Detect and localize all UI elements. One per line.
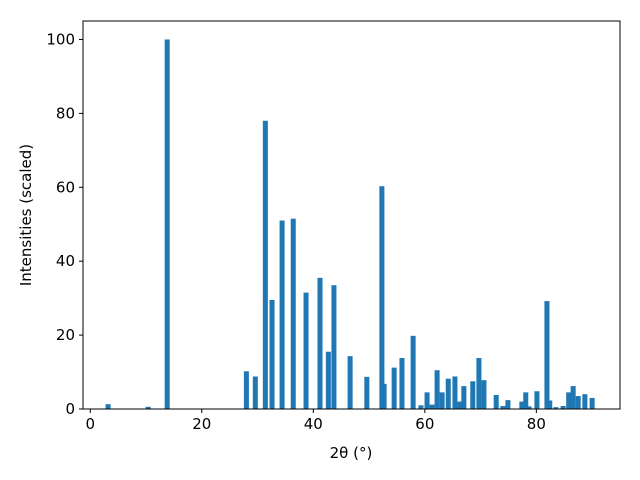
bar [589,397,595,409]
bar [317,277,323,409]
x-tick-label: 80 [527,415,546,433]
bar [560,406,566,409]
bar [290,218,296,409]
bar [424,392,430,409]
bar [325,351,331,409]
bar [243,371,249,409]
bar [493,394,499,409]
y-tick-label: 100 [46,30,75,48]
bar [279,220,285,409]
bar [452,376,458,409]
y-axis-label: Intensities (scaled) [17,144,35,286]
bar [164,39,170,409]
bar [262,120,268,410]
y-tick-label: 0 [65,400,75,418]
plot-frame [82,20,621,410]
bar [575,396,581,409]
bar [439,392,445,409]
x-tick-label: 60 [415,415,434,433]
bar [553,407,559,409]
bar [303,292,309,409]
bar [476,358,482,409]
bar [500,406,506,409]
bar [523,392,529,409]
bar [347,356,353,409]
bar [331,285,337,409]
bar [434,370,440,409]
bar [379,186,385,409]
bar [445,378,451,409]
bar [534,391,540,409]
y-tick-label: 20 [56,326,75,344]
x-tick-label: 20 [192,415,211,433]
x-tick-label: 0 [85,415,95,433]
x-axis-label: 2θ (°) [330,444,373,462]
bar [461,386,467,409]
bar [364,376,370,409]
y-tick-label: 80 [56,104,75,122]
y-tick-label: 40 [56,252,75,270]
bar [505,400,511,409]
bar [429,404,435,409]
bar [582,394,588,409]
x-tick-label: 40 [304,415,323,433]
bar [544,301,550,409]
bar [481,380,487,409]
bar [391,367,397,409]
bar [519,401,525,409]
bar [526,406,532,409]
y-tick-label: 60 [56,178,75,196]
bar [547,400,553,409]
bar [470,381,476,409]
bar [418,405,424,409]
bar [399,358,405,409]
bar [105,404,111,409]
bar [252,376,258,409]
bar [410,335,416,409]
bar [145,406,151,409]
bar [381,383,387,409]
bar [570,386,576,409]
bar [457,401,463,409]
bar [269,299,275,409]
bar [566,392,572,409]
